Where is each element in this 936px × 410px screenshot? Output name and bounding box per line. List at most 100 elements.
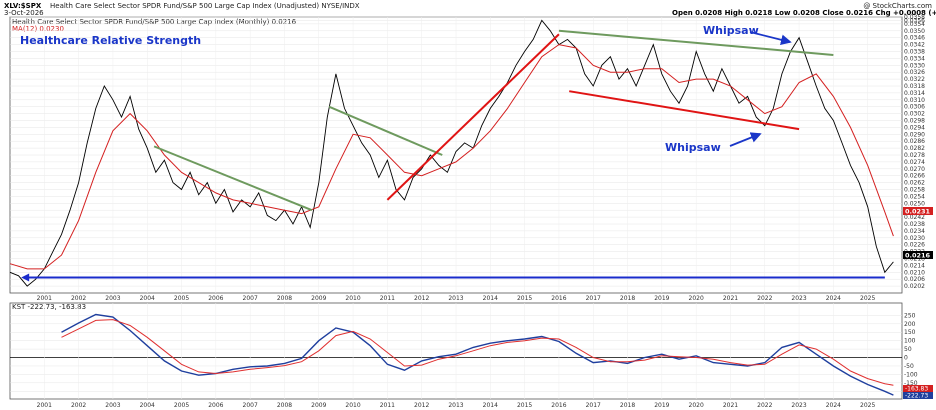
price-y-tick: 0.0350 <box>904 28 925 35</box>
kst-x-tick: 2003 <box>105 402 120 409</box>
price-x-tick: 2024 <box>826 295 841 302</box>
kst-x-tick: 2018 <box>620 402 635 409</box>
price-y-tick: 0.0234 <box>904 228 925 235</box>
svg-text:-163.83: -163.83 <box>905 386 928 393</box>
price-x-tick: 2016 <box>551 295 566 302</box>
price-y-tick: 0.0238 <box>904 221 925 228</box>
kst-x-tick: 2012 <box>414 402 429 409</box>
price-y-tick: 0.0206 <box>904 276 925 283</box>
price-x-tick: 2009 <box>311 295 326 302</box>
kst-line <box>61 313 894 396</box>
kst-grid <box>10 303 902 399</box>
kst-x-tick: 2006 <box>208 402 223 409</box>
kst-x-tick: 2013 <box>448 402 463 409</box>
svg-text:0.0231: 0.0231 <box>905 208 931 216</box>
kst-y-tick: -100 <box>904 371 918 378</box>
price-x-tick: 2022 <box>757 295 772 302</box>
price-x-tick: 2012 <box>414 295 429 302</box>
price-y-tick: 0.0326 <box>904 69 925 76</box>
price-y-tick: 0.0262 <box>904 180 925 187</box>
kst-x-tick: 2008 <box>277 402 292 409</box>
ma-line <box>9 44 894 270</box>
price-series <box>9 19 894 287</box>
kst-y-tick: -50 <box>904 363 914 370</box>
svg-text:-222.73: -222.73 <box>905 393 928 400</box>
price-y-tick: 0.0282 <box>904 145 925 152</box>
kst-last-value-tags: -163.83 -222.73 <box>903 385 933 400</box>
kst-x-tick: 2009 <box>311 402 326 409</box>
whipsaw-bottom-arrow <box>729 132 762 147</box>
price-grid <box>10 16 902 293</box>
price-y-tick: 0.0210 <box>904 269 925 276</box>
kst-y-tick: -150 <box>904 380 918 387</box>
price-y-tick: 0.0250 <box>904 200 925 207</box>
chart-title: Health Care Select Sector SPDR Fund/S&P … <box>50 2 360 10</box>
price-y-tick: 0.0294 <box>904 124 925 131</box>
ma-last-value-tag: 0.0231 <box>903 207 933 216</box>
kst-x-tick: 2011 <box>380 402 395 409</box>
price-y-tick: 0.0354 <box>904 21 925 28</box>
kst-y-tick: 50 <box>904 346 912 353</box>
price-y-tick: 0.0310 <box>904 97 925 104</box>
price-y-tick: 0.0334 <box>904 55 925 62</box>
kst-x-axis: 2001 2002 2003 2004 2005 2006 2007 2008 2009 2010… <box>37 402 876 409</box>
kst-x-tick: 2002 <box>71 402 86 409</box>
chart-stats: Open 0.0208 High 0.0218 Low 0.0208 Close… <box>672 9 936 17</box>
price-x-tick: 2020 <box>689 295 704 302</box>
downtrend-trendline <box>328 105 443 156</box>
whipsaw-top-arrow <box>749 31 792 46</box>
price-x-tick: 2025 <box>860 295 875 302</box>
price-x-tick: 2001 <box>37 295 52 302</box>
price-y-tick: 0.0338 <box>904 49 925 56</box>
kst-x-tick: 2007 <box>243 402 258 409</box>
legend-price: Health Care Select Sector SPDR Fund/S&P … <box>12 18 297 26</box>
price-y-tick: 0.0258 <box>904 187 925 194</box>
kst-x-tick: 2004 <box>140 402 155 409</box>
price-y-tick: 0.0306 <box>904 104 925 111</box>
uptrend-trendline <box>569 90 800 131</box>
price-x-tick: 2013 <box>448 295 463 302</box>
price-y-tick: 0.0278 <box>904 152 925 159</box>
annotation-title: Healthcare Relative Strength <box>20 34 201 47</box>
kst-y-tick: 200 <box>904 321 916 328</box>
kst-x-tick: 2016 <box>551 402 566 409</box>
price-y-tick: 0.0302 <box>904 111 925 118</box>
price-x-tick: 2006 <box>208 295 223 302</box>
kst-x-tick: 2014 <box>483 402 498 409</box>
price-y-tick: 0.0290 <box>904 131 925 138</box>
price-y-tick: 0.0342 <box>904 42 925 49</box>
price-y-tick: 0.0202 <box>904 283 925 290</box>
price-y-tick: 0.0298 <box>904 118 925 125</box>
kst-x-tick: 2021 <box>723 402 738 409</box>
price-x-tick: 2018 <box>620 295 635 302</box>
kst-y-tick: 0 <box>904 355 908 362</box>
support-arrowhead <box>21 273 30 282</box>
kst-x-tick: 2001 <box>37 402 52 409</box>
trendlines <box>21 29 885 282</box>
kst-series <box>61 313 894 396</box>
legend-ma: MA(12) 0.0230 <box>12 25 64 33</box>
price-x-tick: 2015 <box>517 295 532 302</box>
kst-y-tick: 100 <box>904 338 916 345</box>
downtrend-trendline <box>153 145 313 212</box>
price-y-tick: 0.0286 <box>904 138 925 145</box>
price-x-tick: 2019 <box>654 295 669 302</box>
price-y-tick: 0.0330 <box>904 62 925 69</box>
kst-x-tick: 2015 <box>517 402 532 409</box>
price-x-axis: 2001 2002 2003 2004 2005 2006 2007 2008 2009 2010… <box>37 295 876 302</box>
price-x-tick: 2014 <box>483 295 498 302</box>
price-x-tick: 2004 <box>140 295 155 302</box>
price-y-tick: 0.0270 <box>904 166 925 173</box>
price-x-tick: 2007 <box>243 295 258 302</box>
price-y-tick: 0.0356 <box>904 17 925 24</box>
price-x-tick: 2003 <box>105 295 120 302</box>
kst-x-tick: 2010 <box>345 402 360 409</box>
price-x-tick: 2005 <box>174 295 189 302</box>
price-x-tick: 2008 <box>277 295 292 302</box>
price-x-tick: 2017 <box>586 295 601 302</box>
price-y-tick: 0.0318 <box>904 83 925 90</box>
kst-x-tick: 2017 <box>586 402 601 409</box>
kst-x-tick: 2005 <box>174 402 189 409</box>
